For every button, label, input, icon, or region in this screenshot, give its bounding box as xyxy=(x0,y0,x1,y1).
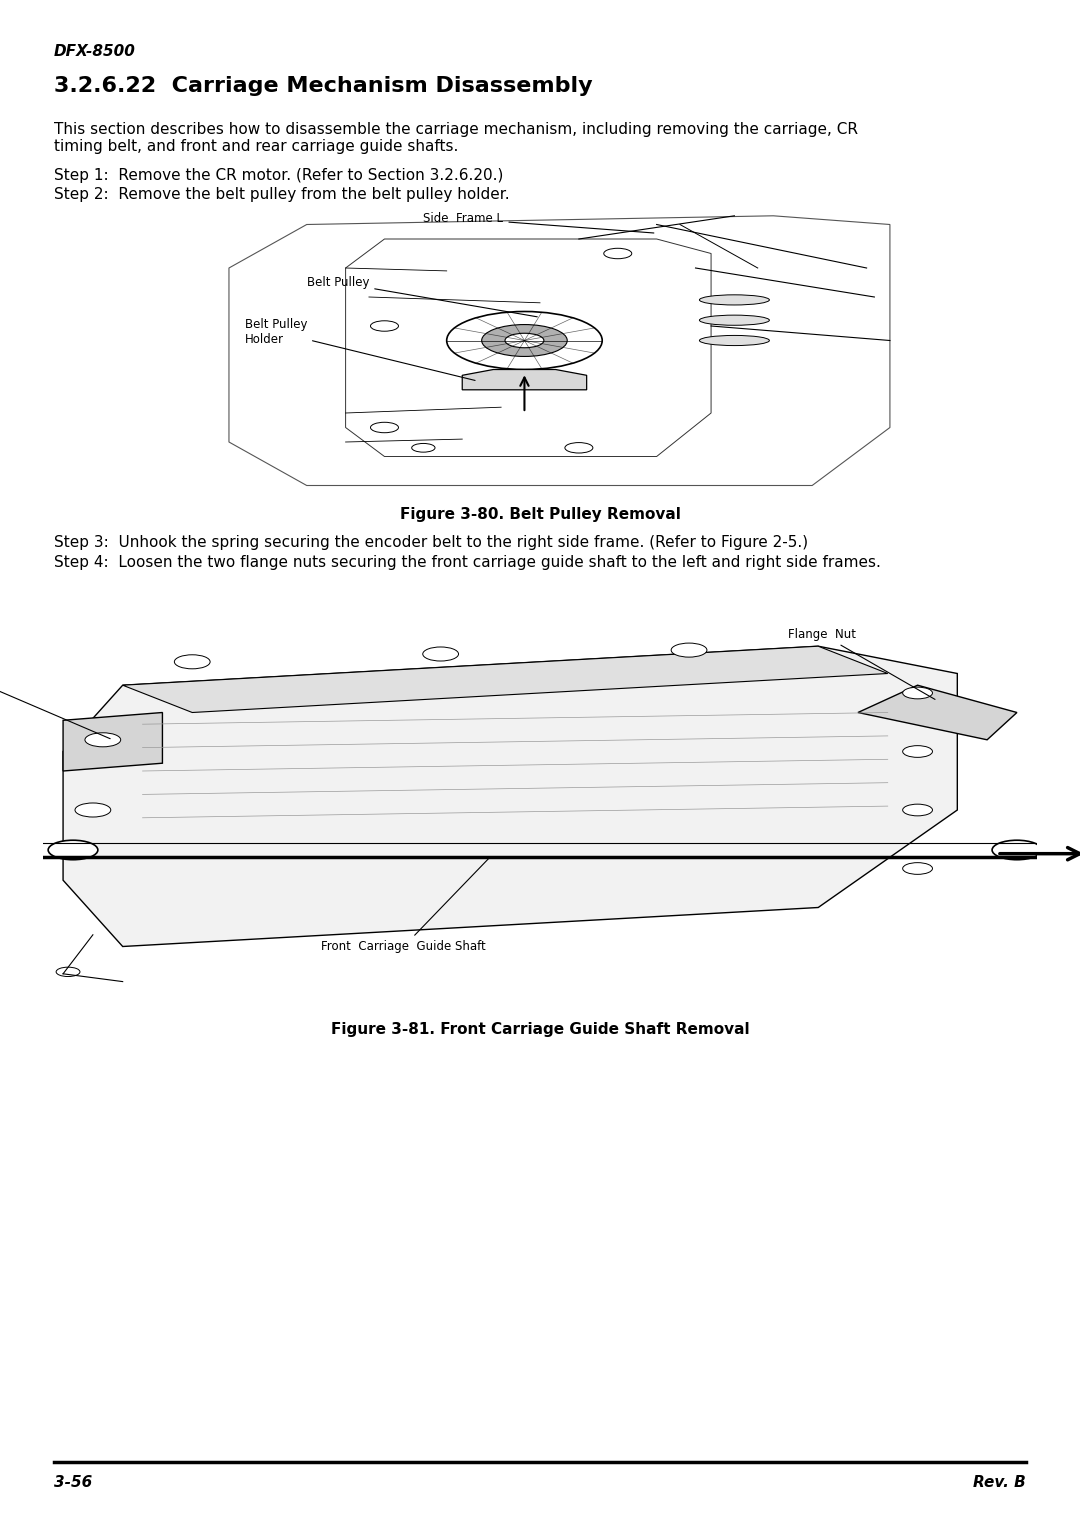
Text: 3.2.6.22  Carriage Mechanism Disassembly: 3.2.6.22 Carriage Mechanism Disassembly xyxy=(54,76,593,96)
Ellipse shape xyxy=(700,336,769,345)
Ellipse shape xyxy=(700,315,769,325)
Circle shape xyxy=(49,840,98,860)
Circle shape xyxy=(903,688,932,698)
Text: Figure 3-80. Belt Pulley Removal: Figure 3-80. Belt Pulley Removal xyxy=(400,507,680,523)
Circle shape xyxy=(903,804,932,816)
Circle shape xyxy=(505,333,544,348)
Text: Step 4:  Loosen the two flange nuts securing the front carriage guide shaft to t: Step 4: Loosen the two flange nuts secur… xyxy=(54,555,881,570)
Text: Rev. B: Rev. B xyxy=(973,1475,1026,1490)
Circle shape xyxy=(370,422,399,432)
Polygon shape xyxy=(858,685,1017,740)
Circle shape xyxy=(565,443,593,452)
Text: DFX-8500: DFX-8500 xyxy=(54,44,136,60)
Circle shape xyxy=(604,248,632,258)
Circle shape xyxy=(370,321,399,332)
Ellipse shape xyxy=(700,295,769,306)
Text: Flange  Nut: Flange Nut xyxy=(0,668,110,738)
Circle shape xyxy=(903,746,932,758)
Text: Step 2:  Remove the belt pulley from the belt pulley holder.: Step 2: Remove the belt pulley from the … xyxy=(54,186,510,202)
Text: This section describes how to disassemble the carriage mechanism, including remo: This section describes how to disassembl… xyxy=(54,122,858,154)
Circle shape xyxy=(85,733,121,747)
Circle shape xyxy=(75,804,111,817)
Text: Front  Carriage  Guide Shaft: Front Carriage Guide Shaft xyxy=(322,859,488,953)
Polygon shape xyxy=(63,646,957,946)
Circle shape xyxy=(903,863,932,874)
Text: Side  Frame L: Side Frame L xyxy=(423,212,653,232)
Text: Step 1:  Remove the CR motor. (Refer to Section 3.2.6.20.): Step 1: Remove the CR motor. (Refer to S… xyxy=(54,168,503,183)
Text: 3-56: 3-56 xyxy=(54,1475,92,1490)
Text: Step 3:  Unhook the spring securing the encoder belt to the right side frame. (R: Step 3: Unhook the spring securing the e… xyxy=(54,535,808,550)
Text: Belt Pulley
Holder: Belt Pulley Holder xyxy=(244,318,475,380)
Circle shape xyxy=(422,646,459,662)
Circle shape xyxy=(56,967,80,976)
Text: Flange  Nut: Flange Nut xyxy=(788,628,935,700)
Polygon shape xyxy=(123,646,888,712)
Circle shape xyxy=(174,656,211,669)
Circle shape xyxy=(993,840,1042,860)
Circle shape xyxy=(671,643,707,657)
Circle shape xyxy=(482,324,567,356)
Circle shape xyxy=(411,443,435,452)
Text: Belt Pulley: Belt Pulley xyxy=(307,277,537,316)
Polygon shape xyxy=(63,712,162,772)
Polygon shape xyxy=(462,370,586,390)
Text: Figure 3-81. Front Carriage Guide Shaft Removal: Figure 3-81. Front Carriage Guide Shaft … xyxy=(330,1022,750,1038)
